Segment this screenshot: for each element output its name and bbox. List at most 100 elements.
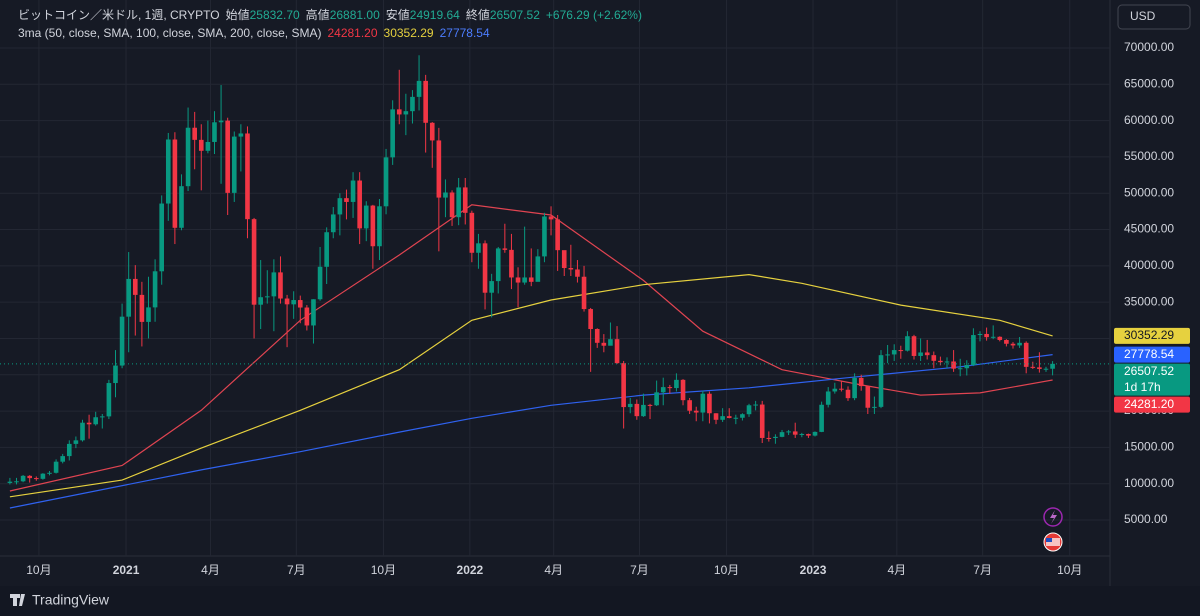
candle-body bbox=[456, 187, 461, 218]
candle-body bbox=[601, 342, 607, 346]
candle-body bbox=[185, 127, 191, 187]
candle-body bbox=[654, 392, 659, 406]
candle-body bbox=[918, 352, 923, 356]
candle-body bbox=[1037, 367, 1042, 369]
candle-body bbox=[53, 461, 59, 473]
candle-body bbox=[515, 277, 521, 283]
candle-body bbox=[759, 404, 765, 438]
y-tick-label: 5000.00 bbox=[1124, 512, 1168, 526]
candle-body bbox=[720, 416, 725, 420]
candle-body bbox=[139, 294, 145, 322]
price-tag-label: 26507.52 bbox=[1124, 364, 1174, 378]
candle-body bbox=[746, 405, 752, 415]
candle-body bbox=[337, 198, 343, 215]
price-tag-label: 27778.54 bbox=[1124, 347, 1174, 361]
candle-body bbox=[799, 434, 805, 436]
candle-body bbox=[377, 206, 382, 247]
candle-body bbox=[264, 296, 270, 298]
y-tick-label: 55000.00 bbox=[1124, 149, 1174, 163]
candle-body bbox=[231, 136, 237, 193]
candle-body bbox=[80, 422, 85, 441]
candle-body bbox=[825, 391, 831, 405]
candle-body bbox=[304, 307, 310, 326]
indicator-line: 3ma (50, close, SMA, 100, close, SMA, 20… bbox=[18, 26, 490, 40]
candle-body bbox=[542, 216, 547, 257]
candle-body bbox=[40, 473, 46, 479]
low-value: 24919.64 bbox=[410, 8, 460, 22]
candle-body bbox=[1050, 363, 1055, 369]
candle-body bbox=[713, 413, 719, 420]
candle-body bbox=[370, 205, 376, 247]
candle-body bbox=[198, 139, 204, 151]
candle-body bbox=[667, 387, 673, 389]
candle-body bbox=[581, 276, 587, 310]
candle-body bbox=[383, 157, 389, 207]
symbol: ビットコイン／米ドル, 1週, CRYPTO bbox=[18, 8, 220, 22]
candle-body bbox=[971, 335, 976, 366]
moving-average-line bbox=[9, 273, 1053, 498]
x-tick-label: 10月 bbox=[26, 563, 51, 577]
candle-body bbox=[614, 339, 620, 364]
candle-body bbox=[251, 219, 257, 305]
candle-body bbox=[73, 440, 79, 444]
candle-body bbox=[271, 272, 277, 297]
candle-body bbox=[47, 472, 52, 474]
price-tag bbox=[1114, 346, 1190, 363]
candle-body bbox=[766, 437, 772, 439]
candle-body bbox=[502, 248, 508, 250]
candle-body bbox=[779, 432, 785, 437]
y-tick-label: 10000.00 bbox=[1124, 476, 1174, 490]
candle-body bbox=[819, 404, 824, 432]
y-tick-label: 65000.00 bbox=[1124, 76, 1174, 90]
candle-body bbox=[324, 232, 329, 267]
candle-body bbox=[594, 329, 600, 343]
candle-body bbox=[278, 272, 283, 299]
currency-button[interactable] bbox=[1117, 4, 1191, 30]
candle-body bbox=[852, 377, 857, 399]
candle-body bbox=[786, 431, 791, 433]
ma50-value: 24281.20 bbox=[327, 26, 377, 40]
y-tick-label: 50000.00 bbox=[1124, 185, 1174, 199]
candle-body bbox=[119, 316, 125, 366]
candle-body bbox=[753, 404, 758, 406]
candle-body bbox=[60, 456, 66, 462]
x-tick-label: 4月 bbox=[544, 563, 563, 577]
currency-label[interactable]: USD bbox=[1130, 9, 1156, 23]
candle-body bbox=[245, 133, 250, 220]
price-tag bbox=[1114, 327, 1190, 344]
candle-body bbox=[423, 80, 428, 123]
candle-body bbox=[225, 120, 230, 193]
candle-body bbox=[1030, 366, 1036, 368]
candle-body bbox=[997, 336, 1003, 340]
candle-body bbox=[476, 243, 481, 253]
candle-body bbox=[449, 192, 455, 218]
candle-body bbox=[707, 393, 712, 414]
candle-body bbox=[284, 298, 290, 305]
candle-body bbox=[482, 243, 488, 293]
candle-body bbox=[357, 180, 362, 229]
price-tag bbox=[1114, 396, 1190, 413]
x-tick-label: 2022 bbox=[457, 563, 484, 577]
candle-body bbox=[469, 212, 475, 253]
candle-body bbox=[891, 350, 897, 355]
candle-body bbox=[489, 281, 494, 293]
candle-body bbox=[575, 269, 580, 277]
candle-body bbox=[931, 355, 937, 361]
candle-body bbox=[159, 203, 164, 272]
candle-body bbox=[443, 192, 448, 198]
candle-body bbox=[792, 431, 798, 435]
candle-body bbox=[641, 404, 646, 417]
candle-body bbox=[548, 216, 554, 220]
price-tag bbox=[1114, 363, 1190, 396]
candle-body bbox=[350, 180, 356, 202]
candle-body bbox=[634, 403, 640, 417]
logo-mark bbox=[10, 594, 25, 606]
high-label: 高値 bbox=[306, 7, 330, 22]
event-icon[interactable] bbox=[1043, 507, 1063, 527]
candle-body bbox=[555, 219, 560, 251]
candle-body bbox=[152, 271, 158, 308]
candle-body bbox=[509, 249, 514, 278]
change-value: +676.29 (+2.62%) bbox=[546, 8, 642, 22]
candle-body bbox=[1004, 339, 1009, 344]
